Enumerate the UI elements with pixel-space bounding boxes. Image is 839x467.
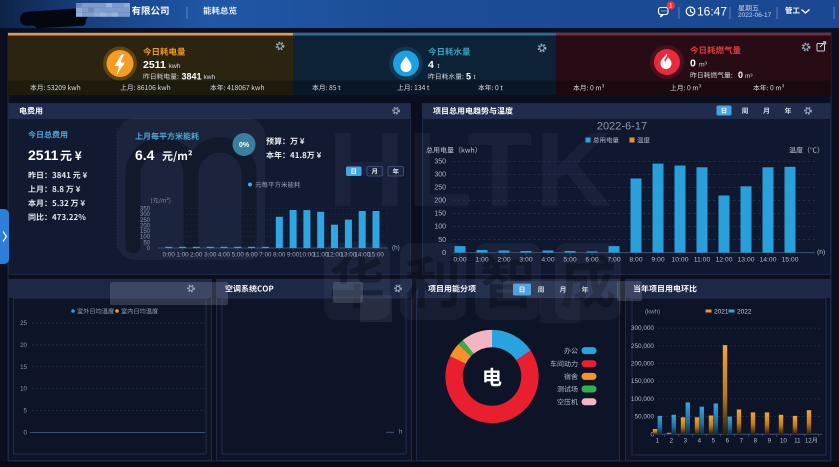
- svg-text:5:00: 5:00: [232, 252, 245, 259]
- svg-text:6:00: 6:00: [585, 256, 598, 263]
- svg-text:2511: 2511: [143, 59, 166, 71]
- svg-text:300: 300: [140, 212, 151, 218]
- svg-text:3:00: 3:00: [519, 256, 532, 263]
- svg-text:11:00: 11:00: [694, 256, 711, 263]
- svg-text:6.4: 6.4: [135, 147, 155, 163]
- svg-text:9:00: 9:00: [651, 256, 664, 263]
- svg-text:350: 350: [140, 207, 151, 213]
- svg-text:7: 7: [740, 437, 744, 444]
- svg-text:h: h: [399, 429, 403, 436]
- svg-text:0: 0: [24, 430, 28, 437]
- svg-text:4: 4: [428, 59, 434, 71]
- svg-text:(h): (h): [817, 249, 825, 256]
- svg-text:2022: 2022: [737, 308, 752, 315]
- svg-text:100: 100: [140, 235, 151, 241]
- svg-text:0: 0: [147, 246, 151, 252]
- svg-text:50,000: 50,000: [634, 414, 654, 421]
- svg-text:2: 2: [670, 437, 674, 444]
- svg-text:0%: 0%: [239, 142, 250, 149]
- svg-text:2021: 2021: [714, 308, 729, 315]
- svg-text:(kwh): (kwh): [645, 308, 660, 315]
- svg-text:7:00: 7:00: [607, 256, 620, 263]
- svg-text:50: 50: [438, 237, 446, 244]
- svg-text:3841: 3841: [182, 71, 202, 81]
- svg-text:250: 250: [434, 185, 446, 192]
- svg-text:200: 200: [140, 224, 151, 230]
- svg-text:0: 0: [442, 250, 446, 257]
- svg-text:8:00: 8:00: [273, 252, 286, 259]
- svg-text:t: t: [438, 63, 440, 70]
- svg-text:6:00: 6:00: [245, 252, 258, 259]
- svg-text:12:00: 12:00: [327, 252, 343, 259]
- svg-text:5:00: 5:00: [563, 256, 576, 263]
- svg-text:kwh: kwh: [204, 74, 216, 81]
- svg-text:15:00: 15:00: [781, 256, 798, 263]
- svg-text:300: 300: [434, 172, 446, 179]
- svg-text:350: 350: [434, 159, 446, 166]
- svg-text:15:00: 15:00: [368, 252, 384, 259]
- svg-text:1:00: 1:00: [475, 256, 488, 263]
- svg-text:150: 150: [434, 211, 446, 218]
- svg-text:13:00: 13:00: [341, 252, 357, 259]
- svg-text:10:00: 10:00: [671, 256, 688, 263]
- svg-text:10: 10: [780, 437, 787, 444]
- svg-text:1:00: 1:00: [176, 252, 189, 259]
- svg-text:100,000: 100,000: [631, 396, 655, 403]
- svg-text:150: 150: [140, 229, 151, 235]
- svg-text:100: 100: [434, 224, 446, 231]
- svg-text:150,000: 150,000: [631, 378, 655, 385]
- svg-text:4: 4: [698, 437, 702, 444]
- svg-text:2:00: 2:00: [190, 252, 203, 259]
- svg-text:1: 1: [669, 4, 673, 10]
- svg-text:2022-06-17: 2022-06-17: [738, 12, 772, 19]
- svg-text:14:00: 14:00: [759, 256, 776, 263]
- svg-text:t: t: [474, 74, 476, 81]
- svg-text:kwh: kwh: [169, 63, 181, 70]
- svg-text:0: 0: [650, 431, 654, 438]
- svg-text:5: 5: [466, 71, 471, 81]
- svg-text:8: 8: [754, 437, 758, 444]
- svg-text:11:00: 11:00: [313, 252, 329, 259]
- svg-text:250,000: 250,000: [631, 343, 655, 350]
- svg-text:200: 200: [434, 198, 446, 205]
- svg-text:4:00: 4:00: [541, 256, 554, 263]
- svg-text:200,000: 200,000: [631, 361, 655, 368]
- svg-text:6: 6: [726, 437, 730, 444]
- svg-text:3:00: 3:00: [204, 252, 217, 259]
- svg-text:2:00: 2:00: [497, 256, 510, 263]
- svg-text:1: 1: [656, 437, 660, 444]
- svg-text:m³: m³: [699, 61, 708, 68]
- svg-text:3: 3: [684, 437, 688, 444]
- svg-text:16:47: 16:47: [697, 5, 727, 19]
- svg-text:13:00: 13:00: [737, 256, 754, 263]
- svg-text:250: 250: [140, 218, 151, 224]
- svg-text:15: 15: [20, 364, 27, 371]
- svg-text:0: 0: [738, 70, 743, 80]
- svg-text:10: 10: [20, 386, 27, 393]
- svg-text:12:00: 12:00: [715, 256, 732, 263]
- svg-text:8:00: 8:00: [629, 256, 642, 263]
- svg-text:14:00: 14:00: [354, 252, 370, 259]
- svg-text:0:00: 0:00: [163, 252, 176, 259]
- svg-text:11: 11: [794, 437, 801, 444]
- svg-text:5: 5: [24, 408, 28, 415]
- svg-text:7:00: 7:00: [259, 252, 272, 259]
- svg-text:5: 5: [712, 437, 716, 444]
- svg-text:m³: m³: [745, 73, 753, 80]
- svg-text:10:00: 10:00: [299, 252, 315, 259]
- svg-text:25: 25: [20, 320, 27, 327]
- svg-text:300,000: 300,000: [631, 325, 655, 332]
- svg-text:9: 9: [768, 437, 772, 444]
- svg-text:(h): (h): [392, 245, 400, 252]
- svg-text:9:00: 9:00: [287, 252, 300, 259]
- svg-text:0: 0: [690, 58, 696, 70]
- svg-text:2511: 2511: [28, 147, 59, 163]
- svg-text:20: 20: [20, 342, 27, 349]
- svg-text:4:00: 4:00: [218, 252, 231, 259]
- svg-text:0:00: 0:00: [453, 256, 466, 263]
- svg-text:2022-6-17: 2022-6-17: [597, 121, 647, 133]
- svg-text:50: 50: [143, 240, 150, 246]
